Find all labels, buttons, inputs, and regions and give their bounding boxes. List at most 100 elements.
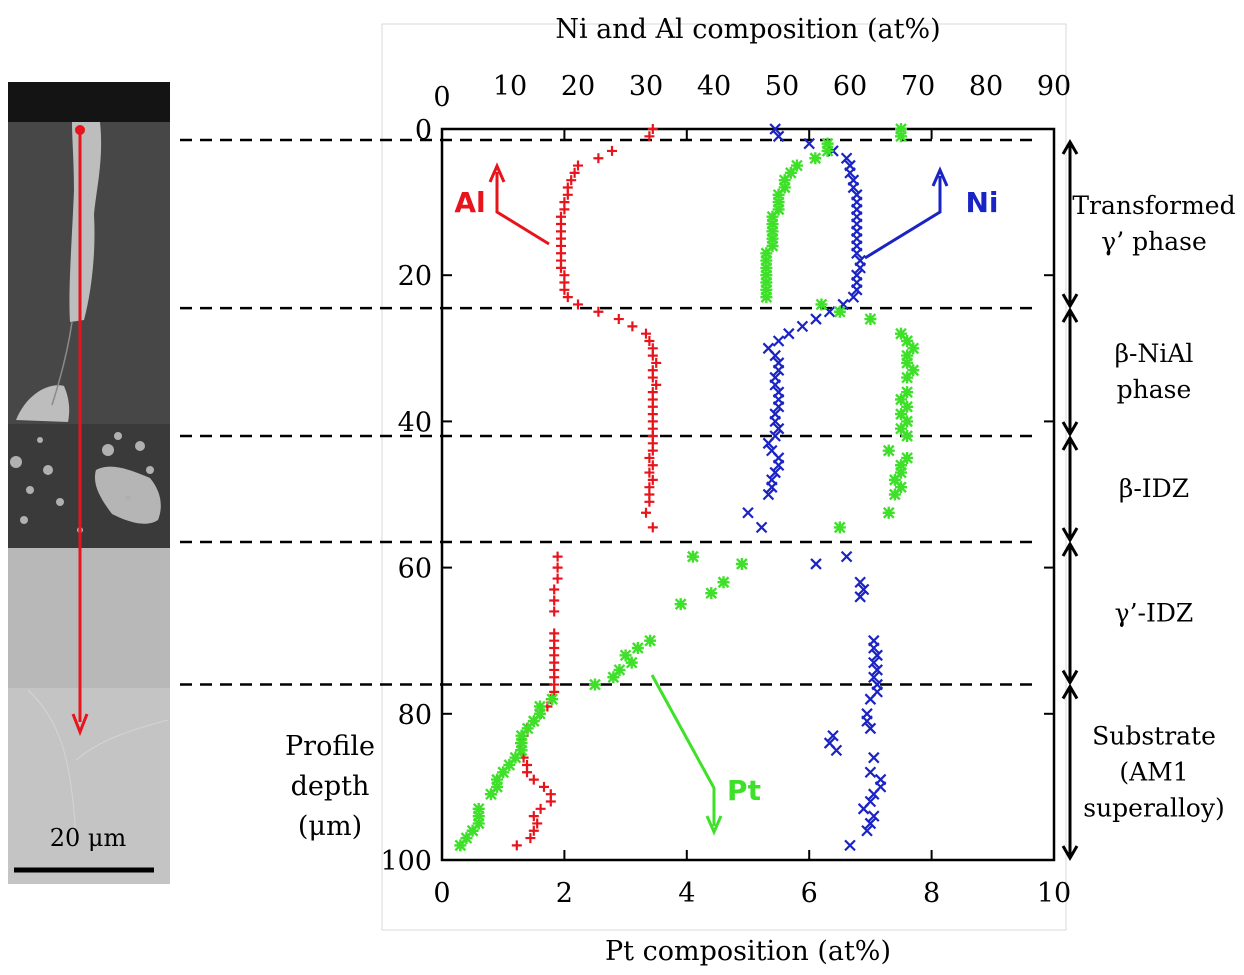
ni-point bbox=[783, 327, 795, 340]
ni-point bbox=[847, 181, 860, 194]
zone-arrowhead-bottom bbox=[1061, 527, 1079, 543]
ni-point bbox=[861, 824, 873, 837]
micrograph-precipitate bbox=[43, 465, 53, 475]
al-point bbox=[539, 781, 549, 792]
ni-point bbox=[868, 788, 880, 800]
pt-point bbox=[760, 269, 773, 282]
pt-point bbox=[735, 557, 748, 570]
pt-label: Pt bbox=[727, 774, 761, 807]
pt-point bbox=[533, 707, 546, 720]
pt-point bbox=[833, 305, 846, 318]
pt-point bbox=[766, 218, 779, 231]
al-point bbox=[559, 204, 570, 215]
micrograph-precipitate bbox=[37, 437, 43, 443]
pt-point bbox=[895, 422, 907, 435]
y-tick-label: 60 bbox=[398, 554, 432, 585]
x-top-tick-label: 0 bbox=[433, 82, 450, 113]
zone-arrowhead-bottom bbox=[1061, 845, 1079, 861]
ni-point bbox=[769, 415, 781, 428]
pt-point bbox=[772, 188, 785, 201]
zone-arrowhead-bottom bbox=[1061, 421, 1079, 437]
al-label-arrow bbox=[495, 172, 550, 246]
al-point bbox=[552, 573, 563, 584]
al-point bbox=[562, 189, 573, 200]
ni-point bbox=[857, 583, 870, 596]
zone-label: β-NiAl bbox=[1115, 339, 1194, 368]
zone-label: phase bbox=[1117, 375, 1192, 404]
micrograph-precipitate bbox=[20, 516, 28, 524]
al-point bbox=[644, 496, 655, 507]
chart-panel bbox=[381, 23, 1067, 931]
ni-point bbox=[844, 167, 856, 179]
series-ni bbox=[742, 123, 887, 852]
pt-point bbox=[472, 802, 485, 815]
pt-point bbox=[521, 722, 534, 735]
pt-point bbox=[607, 671, 620, 684]
al-point bbox=[528, 825, 539, 836]
y-axis-title-line: (μm) bbox=[298, 811, 362, 842]
al-point bbox=[627, 321, 638, 332]
micrograph-precipitate bbox=[135, 441, 145, 451]
pt-point bbox=[815, 298, 828, 311]
al-point bbox=[549, 595, 560, 606]
x-bottom-tick-label: 6 bbox=[801, 878, 818, 909]
pt-point bbox=[778, 181, 791, 194]
pt-point bbox=[772, 203, 785, 216]
ni-point bbox=[755, 521, 768, 534]
al-point bbox=[569, 167, 580, 178]
ni-point bbox=[810, 313, 822, 325]
al-point bbox=[549, 686, 560, 697]
pt-point bbox=[533, 700, 546, 713]
pt-point bbox=[515, 737, 528, 750]
ni-point bbox=[844, 839, 856, 852]
micrograph-precipitate bbox=[10, 456, 22, 468]
x-top-tick-label: 20 bbox=[561, 71, 595, 102]
pt-point bbox=[790, 159, 803, 172]
pt-point bbox=[674, 598, 687, 611]
x-bottom-tick-label: 4 bbox=[678, 878, 695, 909]
x-top-tick-label: 30 bbox=[629, 71, 663, 102]
pt-point bbox=[503, 758, 516, 771]
pt-point bbox=[760, 261, 773, 274]
ni-point bbox=[796, 320, 809, 333]
pt-point bbox=[613, 663, 626, 676]
ni-point bbox=[871, 664, 883, 676]
micrograph: 20 μm bbox=[8, 82, 170, 884]
x-top-tick-label: 70 bbox=[901, 71, 935, 102]
pt-point bbox=[460, 832, 473, 845]
pt-point bbox=[766, 225, 779, 238]
pt-point bbox=[631, 642, 644, 655]
al-point bbox=[647, 460, 658, 471]
zone-label: β-IDZ bbox=[1119, 474, 1189, 503]
ni-point bbox=[864, 766, 877, 779]
pt-point bbox=[484, 788, 497, 801]
ni-point bbox=[769, 123, 781, 135]
al-point bbox=[647, 522, 658, 533]
ni-point bbox=[864, 817, 877, 830]
micrograph-precipitate bbox=[125, 495, 131, 501]
x-bottom-tick-label: 0 bbox=[433, 878, 450, 909]
al-point bbox=[641, 328, 651, 339]
pt-point bbox=[888, 488, 901, 501]
al-point bbox=[593, 306, 604, 317]
ni-point bbox=[854, 591, 866, 603]
al-point bbox=[613, 314, 624, 325]
pt-point bbox=[491, 780, 504, 793]
al-point bbox=[532, 818, 543, 829]
pt-point bbox=[895, 459, 907, 472]
ni-point bbox=[847, 291, 860, 303]
pt-point bbox=[546, 693, 559, 706]
zone-label: γ’ phase bbox=[1101, 227, 1206, 256]
pt-point bbox=[821, 137, 834, 150]
x-bottom-tick-label: 10 bbox=[1037, 878, 1071, 909]
ni-point bbox=[810, 558, 822, 570]
al-point bbox=[556, 262, 566, 273]
pt-point bbox=[895, 327, 907, 340]
x-bottom-tick-label: 2 bbox=[556, 878, 573, 909]
al-point bbox=[566, 175, 577, 186]
pt-point bbox=[907, 364, 920, 377]
pt-point bbox=[760, 254, 773, 267]
ni-point bbox=[868, 751, 880, 764]
ni-point bbox=[742, 506, 754, 519]
pt-point bbox=[895, 130, 907, 143]
